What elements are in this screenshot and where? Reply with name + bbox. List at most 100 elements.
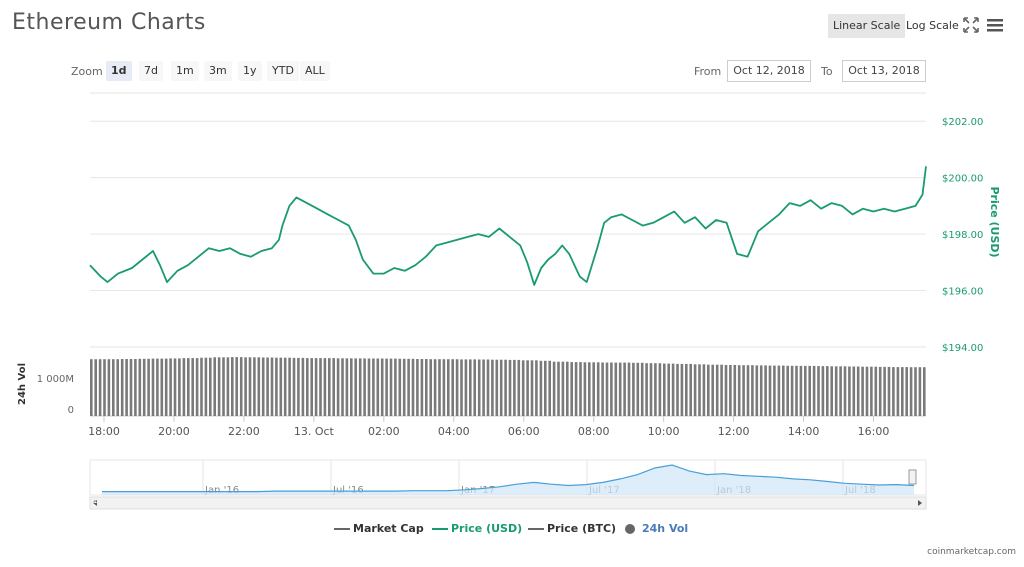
volume-bar <box>724 365 728 416</box>
volume-bar <box>226 357 230 416</box>
volume-bar <box>94 359 97 416</box>
volume-bar <box>768 365 772 416</box>
volume-bar <box>746 365 750 416</box>
volume-bar <box>786 365 789 416</box>
price-usd-series <box>89 166 927 286</box>
volume-bar <box>279 357 283 416</box>
volume-bar <box>156 358 159 416</box>
menu-icon[interactable] <box>986 16 1004 34</box>
log-scale-button[interactable]: Log Scale <box>906 19 959 32</box>
volume-bar <box>257 357 261 416</box>
zoom-3m-button[interactable]: 3m <box>204 61 232 81</box>
volume-bar <box>729 365 732 416</box>
volume-bar <box>231 357 234 416</box>
price-tick-label: $196.00 <box>942 287 983 298</box>
legend-label: Price (BTC) <box>547 522 617 535</box>
to-date-input[interactable]: Oct 13, 2018 <box>842 60 926 82</box>
volume-bar <box>385 358 388 416</box>
legend-line-icon <box>334 527 350 530</box>
volume-bar <box>614 362 618 416</box>
zoom-7d-button[interactable]: 7d <box>139 61 163 81</box>
navigator-line <box>102 464 915 493</box>
x-axis: 18:00 20:00 22:00 13. Oct 02:00 04:00 06:00 08:… <box>88 416 889 438</box>
volume-bar <box>632 362 635 416</box>
volume-bar <box>817 366 820 416</box>
volume-bar <box>116 359 119 416</box>
volume-bar <box>433 359 437 416</box>
volume-bar <box>147 358 150 416</box>
volume-bar <box>539 360 543 416</box>
volume-bar <box>394 358 397 416</box>
legend-24h-vol[interactable]: 24h Vol <box>624 522 688 535</box>
volume-bar <box>658 363 662 416</box>
volume-bar <box>649 363 653 416</box>
volume-bar <box>751 365 754 416</box>
x-tick-label: 12:00 <box>718 425 750 438</box>
volume-bar <box>799 365 803 416</box>
legend-price-usd[interactable]: Price (USD) <box>432 522 522 535</box>
volume-bar <box>213 357 216 416</box>
volume-bar <box>645 363 648 416</box>
volume-bar <box>164 358 168 416</box>
volume-bar <box>112 359 115 416</box>
legend-market-cap[interactable]: Market Cap <box>334 522 424 535</box>
volume-bar <box>720 364 723 416</box>
volume-bar <box>848 366 851 416</box>
legend-label: 24h Vol <box>642 522 689 535</box>
navigator-label: Jul '18 <box>844 485 876 496</box>
zoom-all-button[interactable]: ALL <box>300 61 330 81</box>
navigator-handle <box>908 469 917 485</box>
zoom-1m-button[interactable]: 1m <box>171 61 199 81</box>
volume-bar <box>570 362 573 416</box>
volume-bar <box>808 365 811 416</box>
zoom-1y-button[interactable]: 1y <box>238 61 262 81</box>
linear-scale-button[interactable]: Linear Scale <box>828 14 906 38</box>
legend-dot-icon <box>625 523 635 534</box>
volume-bar <box>358 358 362 416</box>
volume-bar <box>244 357 247 416</box>
volume-bar <box>90 359 93 416</box>
volume-axis-title: 24h Vol <box>17 363 28 405</box>
volume-bar <box>892 367 895 417</box>
volume-bar <box>283 357 287 416</box>
price-axis: $194.00 $196.00 $198.00 $200.00 $202.00 <box>942 117 983 354</box>
credit-link[interactable]: coinmarketcap.com <box>927 547 1016 557</box>
zoom-ytd-button[interactable]: YTD <box>267 61 299 81</box>
volume-bar <box>345 358 349 417</box>
volume-bar <box>469 359 472 416</box>
volume-bar <box>367 358 371 416</box>
volume-bar <box>733 365 737 416</box>
grid-lines <box>90 92 926 348</box>
x-tick-label: 14:00 <box>788 425 820 438</box>
legend-price-btc[interactable]: Price (BTC) <box>528 522 616 535</box>
volume-bar <box>455 359 459 416</box>
volume-bar <box>363 358 366 416</box>
volume-bar <box>376 358 380 416</box>
price-tick-label: $198.00 <box>942 230 983 241</box>
volume-bar <box>253 357 256 416</box>
fullscreen-icon[interactable] <box>962 16 980 34</box>
volume-bar <box>323 358 327 416</box>
volume-bar <box>759 365 763 416</box>
volume-bar <box>288 357 291 416</box>
volume-bar <box>372 358 375 416</box>
x-tick-label: 16:00 <box>858 425 890 438</box>
volume-bar <box>874 366 878 416</box>
navigator: Jan '16 Jul '16 Jan '17 Jul '17 Jan '18 Jul '… <box>89 459 927 510</box>
from-date-input[interactable]: Oct 12, 2018 <box>727 60 811 82</box>
zoom-label: Zoom <box>71 65 103 78</box>
volume-bar <box>790 365 794 416</box>
volume-bar <box>521 360 525 416</box>
volume-bar <box>261 357 265 416</box>
volume-bar <box>447 359 450 416</box>
zoom-1d-button[interactable]: 1d <box>106 61 132 81</box>
navigator-area <box>102 465 914 495</box>
navigator-scrollbar <box>89 496 927 510</box>
volume-bar <box>411 358 415 416</box>
x-tick-label: 04:00 <box>438 425 470 438</box>
volume-bar <box>640 362 644 416</box>
scroll-right-icon <box>918 500 922 506</box>
volume-bar <box>671 363 675 416</box>
legend-line-icon <box>432 527 448 530</box>
page-title: Ethereum Charts <box>12 10 206 35</box>
